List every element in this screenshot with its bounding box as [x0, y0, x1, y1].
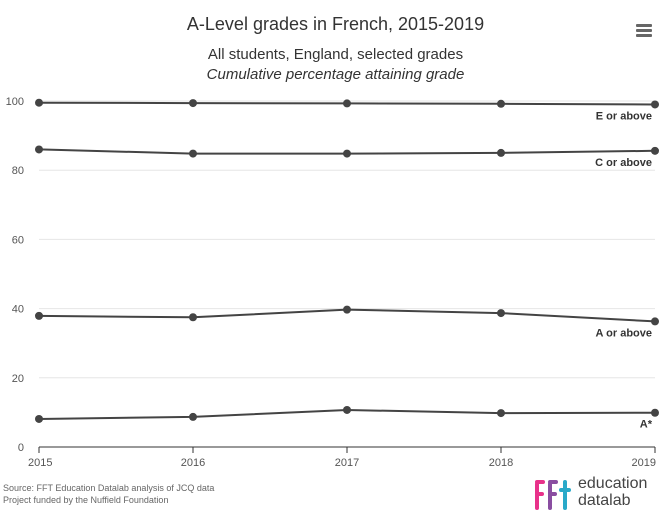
y-tick-label: 80 [12, 165, 24, 177]
data-point [651, 317, 659, 326]
x-tick-label: 2015 [28, 457, 52, 469]
data-point [343, 305, 351, 314]
x-tick-label: 2016 [181, 457, 205, 469]
data-point [35, 414, 43, 423]
data-point [189, 99, 197, 108]
data-point [651, 100, 659, 109]
series-label: E or above [596, 110, 652, 122]
chart-subtitle-line1: All students, England, selected grades [207, 46, 464, 63]
x-tick-label: 2018 [489, 457, 513, 469]
series-label: C or above [595, 157, 652, 169]
data-point [35, 311, 43, 320]
data-point [343, 149, 351, 158]
hamburger-menu-icon [636, 24, 652, 27]
x-tick-label: 2017 [335, 457, 359, 469]
y-tick-label: 0 [18, 442, 24, 454]
chart-menu-button[interactable] [634, 22, 654, 40]
data-point [497, 409, 505, 418]
education-datalab-logo: education datalab [533, 475, 668, 515]
data-point [497, 99, 505, 108]
x-tick-label: 2019 [632, 457, 656, 469]
y-tick-label: 100 [6, 96, 24, 108]
data-point [189, 412, 197, 421]
y-tick-label: 20 [12, 373, 24, 385]
logo-text-datalab: datalab [578, 492, 631, 509]
source-note: Source: FFT Education Datalab analysis o… [3, 482, 214, 506]
hamburger-menu-icon-bar [636, 34, 652, 37]
data-point [343, 99, 351, 108]
data-point [35, 145, 43, 154]
data-point [651, 408, 659, 417]
data-point [35, 98, 43, 107]
y-tick-label: 40 [12, 304, 24, 316]
logo-wordmark: education datalab [578, 475, 647, 509]
logo-text-education: education [578, 475, 648, 492]
hamburger-menu-icon-bar [636, 29, 652, 32]
chart-subtitle-line2: Cumulative percentage attaining grade [206, 66, 465, 83]
fft-logo-icon [535, 480, 571, 510]
series-label: A or above [596, 327, 652, 339]
y-tick-label: 60 [12, 234, 24, 246]
data-point [497, 309, 505, 318]
series-label: A* [640, 419, 653, 431]
data-point [343, 405, 351, 414]
chart-title: A-Level grades in French, 2015-2019 [186, 14, 485, 34]
data-point [189, 149, 197, 158]
source-line: Source: FFT Education Datalab analysis o… [3, 483, 215, 493]
data-point [189, 313, 197, 322]
data-point [651, 146, 659, 155]
data-point [497, 148, 505, 157]
chart-subtitle: All students, England, selected grades C… [0, 45, 671, 85]
funding-line: Project funded by the Nuffield Foundatio… [3, 495, 169, 505]
